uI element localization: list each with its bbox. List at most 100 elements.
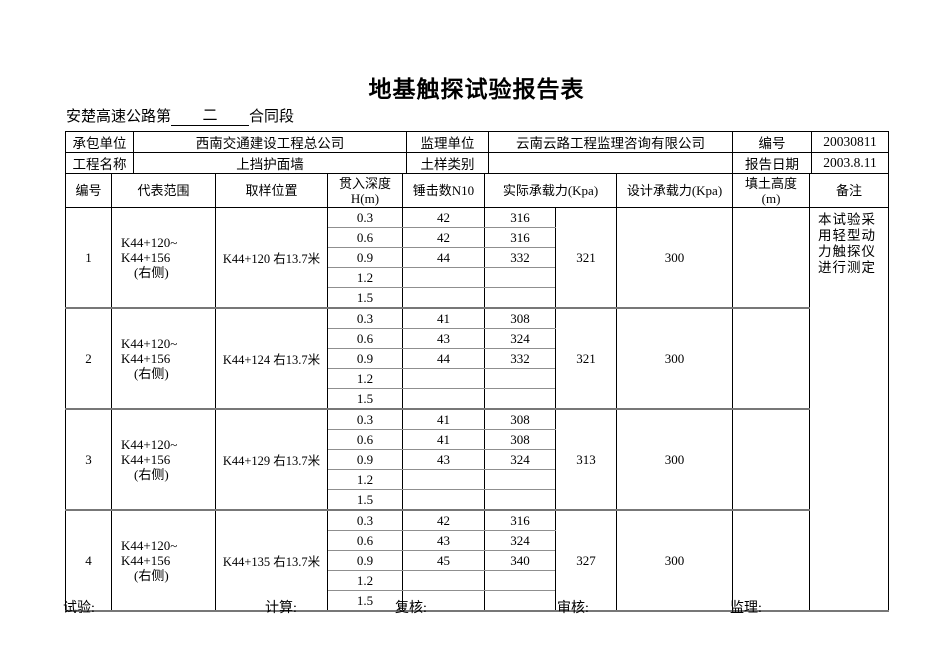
depth-cell: 0.3 — [327, 207, 403, 228]
hammer-cell: 43 — [402, 530, 485, 551]
info-row-1: 承包单位 西南交通建设工程总公司 监理单位 云南云路工程监理咨询有限公司 编号 … — [65, 131, 889, 153]
report-tables: 承包单位 西南交通建设工程总公司 监理单位 云南云路工程监理咨询有限公司 编号 … — [65, 131, 890, 612]
avg-actual-cell: 321 — [554, 207, 618, 309]
contract-number-blank: 二 — [171, 108, 250, 126]
design-cell: 300 — [616, 307, 734, 410]
hammer-cell — [402, 368, 485, 389]
design-cell: 300 — [616, 509, 734, 612]
project-value: 上挡护面墙 — [133, 152, 407, 174]
depth-cell: 0.6 — [327, 429, 403, 450]
hammer-cell: 41 — [402, 429, 485, 450]
group-4-row-3: 0.9 45 340 — [66, 550, 889, 571]
contractor-label: 承包单位 — [65, 131, 134, 153]
group-id-cell: 3 — [65, 408, 112, 511]
group-3-row-2: 0.6 41 308 — [66, 429, 889, 450]
supervisor-value: 云南云路工程监理咨询有限公司 — [488, 131, 733, 153]
depth-cell: 0.3 — [327, 408, 403, 430]
number-value: 20030811 — [811, 131, 889, 153]
project-label: 工程名称 — [65, 152, 134, 174]
col-header-depth: 贯入深度 H(m) — [327, 173, 403, 208]
col-header-location: 取样位置 — [215, 173, 328, 208]
actual-cell: 332 — [484, 348, 556, 369]
hammer-cell: 41 — [402, 307, 485, 329]
group-2-row-4: 1.2 — [66, 368, 889, 389]
hammer-cell — [402, 469, 485, 490]
actual-cell: 308 — [484, 429, 556, 450]
hammer-cell — [402, 489, 485, 511]
test-data-table: 编号 代表范围 取样位置 贯入深度 H(m) 锤击数N10 实际承载力(Kpa)… — [65, 173, 890, 612]
depth-cell: 1.2 — [327, 267, 403, 288]
col-header-fill: 填土高度 (m) — [732, 173, 811, 208]
actual-cell — [484, 469, 556, 490]
actual-cell: 308 — [484, 408, 556, 430]
range-cell: K44+120~ K44+156 (右侧) — [111, 207, 216, 309]
actual-cell: 316 — [484, 227, 556, 248]
col-header-design: 设计承载力(Kpa) — [616, 173, 734, 208]
group-3-row-5: 1.5 — [66, 489, 889, 511]
avg-actual-cell: 327 — [554, 509, 618, 612]
range-cell: K44+120~ K44+156 (右侧) — [111, 509, 216, 612]
group-2-row-2: 0.6 43 324 — [66, 328, 889, 349]
info-table: 承包单位 西南交通建设工程总公司 监理单位 云南云路工程监理咨询有限公司 编号 … — [65, 131, 889, 174]
location-cell: K44+120 右13.7米 — [215, 207, 328, 309]
report-date-label: 报告日期 — [732, 152, 812, 174]
group-id-cell: 4 — [65, 509, 112, 612]
fill-height-cell — [732, 307, 811, 410]
audit-signature-label: 审核: — [557, 601, 589, 616]
depth-cell: 0.9 — [327, 247, 403, 268]
depth-cell: 0.9 — [327, 348, 403, 369]
actual-cell: 324 — [484, 530, 556, 551]
soil-type-value — [488, 152, 733, 174]
depth-cell: 1.2 — [327, 368, 403, 389]
hammer-cell: 42 — [402, 227, 485, 248]
group-1-row-4: 1.2 — [66, 267, 889, 288]
avg-actual-cell: 313 — [554, 408, 618, 511]
subtitle-prefix: 安楚高速公路第 — [66, 109, 172, 125]
group-4-row-5: 1.5 — [66, 590, 889, 612]
table-header-row: 编号 代表范围 取样位置 贯入深度 H(m) 锤击数N10 实际承载力(Kpa)… — [65, 173, 890, 208]
hammer-cell — [402, 267, 485, 288]
calc-signature-label: 计算: — [265, 601, 297, 616]
hammer-cell — [402, 388, 485, 410]
col-header-id: 编号 — [65, 173, 112, 208]
group-3-row-4: 1.2 — [66, 469, 889, 490]
soil-type-label: 土样类别 — [406, 152, 489, 174]
hammer-cell: 41 — [402, 408, 485, 430]
depth-cell: 1.5 — [327, 489, 403, 511]
actual-cell: 324 — [484, 328, 556, 349]
actual-cell — [484, 590, 556, 612]
group-id-cell: 2 — [65, 307, 112, 410]
depth-cell: 1.2 — [327, 469, 403, 490]
depth-cell: 1.5 — [327, 287, 403, 309]
group-3-row-3: 0.9 43 324 — [66, 449, 889, 470]
fill-height-cell — [732, 207, 811, 309]
col-header-actual: 实际承载力(Kpa) — [483, 173, 618, 208]
hammer-cell: 43 — [402, 328, 485, 349]
group-3-row-1: 3 K44+120~ K44+156 (右侧) K44+129 右13.7米 0… — [65, 408, 889, 511]
location-cell: K44+135 右13.7米 — [215, 509, 328, 612]
depth-cell: 0.9 — [327, 449, 403, 470]
actual-cell: 316 — [484, 207, 556, 228]
location-cell: K44+124 右13.7米 — [215, 307, 328, 410]
review-signature-label: 复核: — [395, 601, 427, 616]
actual-cell — [484, 489, 556, 511]
actual-cell — [484, 368, 556, 389]
hammer-cell — [402, 570, 485, 591]
report-date-value: 2003.8.11 — [811, 152, 889, 174]
design-cell: 300 — [616, 207, 734, 309]
group-2-row-1: 2 K44+120~ K44+156 (右侧) K44+124 右13.7米 0… — [65, 307, 889, 410]
location-cell: K44+129 右13.7米 — [215, 408, 328, 511]
hammer-cell: 42 — [402, 509, 485, 531]
signature-row: 试验: 计算: 复核: 审核: 监理: — [63, 597, 925, 619]
group-1-row-5: 1.5 — [66, 287, 889, 309]
depth-cell: 0.6 — [327, 227, 403, 248]
remark-cell: 本试验采 用轻型动 力触探仪 进行测定 — [809, 207, 890, 612]
col-header-hammer: 锤击数N10 — [402, 173, 485, 208]
depth-cell: 1.5 — [327, 388, 403, 410]
hammer-cell: 43 — [402, 449, 485, 470]
group-1-row-1: 1 K44+120~ K44+156 (右侧) K44+120 右13.7米 0… — [65, 207, 890, 612]
design-cell: 300 — [616, 408, 734, 511]
number-label: 编号 — [732, 131, 812, 153]
depth-cell: 1.5 — [327, 590, 403, 612]
subtitle-suffix: 合同段 — [249, 109, 295, 125]
